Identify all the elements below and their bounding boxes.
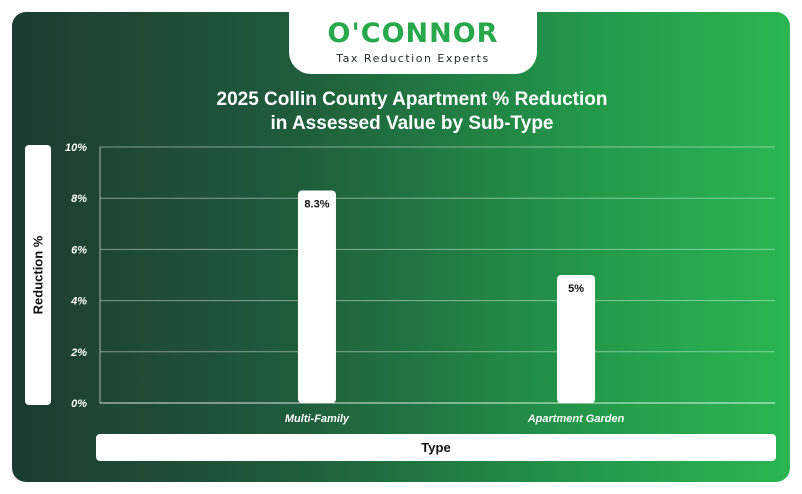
y-tick-label: 4% <box>70 296 87 308</box>
y-tick-label: 6% <box>71 244 87 256</box>
brand-tagline: Tax Reduction Experts <box>336 52 490 65</box>
y-tick-label: 2% <box>70 347 87 359</box>
bar <box>297 190 336 403</box>
logo-tab: O'CONNOR Tax Reduction Experts <box>289 12 537 74</box>
bar-data-label: 8.3% <box>304 199 329 211</box>
y-tick-label: 0% <box>71 398 87 410</box>
brand-logo: O'CONNOR <box>327 18 499 49</box>
y-axis-label-box: Reduction % <box>25 145 51 405</box>
y-tick-label: 10% <box>65 142 87 154</box>
chart-title-line-1: 2025 Collin County Apartment % Reduction <box>216 89 608 110</box>
bar-data-label: 5% <box>568 283 584 295</box>
y-tick-label: 8% <box>71 193 87 205</box>
bar <box>557 275 596 403</box>
x-tick-label: Multi-Family <box>285 413 350 425</box>
chart-title-line-2: in Assessed Value by Sub-Type <box>270 113 554 134</box>
x-tick-label: Apartment Garden <box>527 413 625 425</box>
chart-title: 2025 Collin County Apartment % Reduction… <box>112 88 712 136</box>
chart-card: O'CONNOR Tax Reduction Experts 2025 Coll… <box>12 12 790 482</box>
x-axis-label: Type <box>96 434 776 461</box>
